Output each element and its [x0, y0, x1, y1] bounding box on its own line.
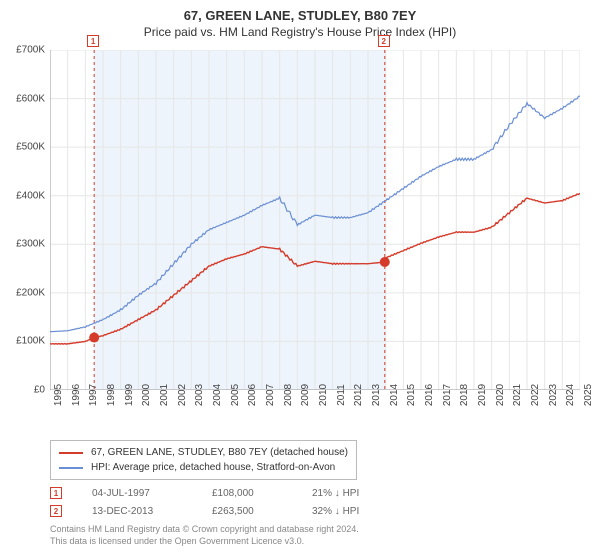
y-axis-label: £600K	[0, 93, 45, 104]
x-axis-label: 2005	[230, 384, 241, 406]
x-axis-label: 2015	[406, 384, 417, 406]
legend-swatch	[59, 452, 83, 454]
x-axis-label: 2025	[583, 384, 594, 406]
sale-marker-box: 1	[87, 35, 99, 47]
x-axis-label: 1998	[106, 384, 117, 406]
y-axis-label: £400K	[0, 190, 45, 201]
x-axis-label: 2021	[512, 384, 523, 406]
x-axis-label: 2016	[424, 384, 435, 406]
sale-vs-hpi: 32% ↓ HPI	[312, 506, 432, 517]
sale-row: 1 04-JUL-1997£108,00021% ↓ HPI	[34, 484, 574, 502]
chart-svg	[50, 50, 580, 390]
legend: 67, GREEN LANE, STUDLEY, B80 7EY (detach…	[50, 440, 357, 480]
sale-index-box: 2	[50, 505, 62, 517]
x-axis-label: 2022	[530, 384, 541, 406]
legend-swatch	[59, 467, 83, 469]
y-axis-label: £0	[0, 385, 45, 396]
x-axis-label: 2003	[194, 384, 205, 406]
x-axis-label: 2014	[389, 384, 400, 406]
x-axis-label: 2024	[565, 384, 576, 406]
license-line-1: Contains HM Land Registry data © Crown c…	[50, 524, 570, 536]
chart-title: 67, GREEN LANE, STUDLEY, B80 7EY	[0, 8, 600, 23]
x-axis-label: 1995	[53, 384, 64, 406]
x-axis-label: 2007	[265, 384, 276, 406]
legend-label: HPI: Average price, detached house, Stra…	[91, 462, 335, 473]
x-axis-label: 1996	[71, 384, 82, 406]
license-line-2: This data is licensed under the Open Gov…	[50, 536, 570, 548]
x-axis-label: 2010	[318, 384, 329, 406]
y-axis-label: £500K	[0, 142, 45, 153]
x-axis-label: 2006	[247, 384, 258, 406]
y-axis-label: £300K	[0, 239, 45, 250]
x-axis-label: 2017	[442, 384, 453, 406]
x-axis-label: 1997	[88, 384, 99, 406]
x-axis-label: 2012	[353, 384, 364, 406]
y-axis-label: £100K	[0, 336, 45, 347]
x-axis-label: 2000	[141, 384, 152, 406]
legend-label: 67, GREEN LANE, STUDLEY, B80 7EY (detach…	[91, 447, 348, 458]
x-axis-label: 2018	[459, 384, 470, 406]
sale-date: 04-JUL-1997	[92, 488, 212, 499]
chart-area: £0£100K£200K£300K£400K£500K£600K£700K199…	[50, 50, 580, 390]
x-axis-label: 2013	[371, 384, 382, 406]
license-text: Contains HM Land Registry data © Crown c…	[50, 524, 570, 547]
sale-index-box: 1	[50, 487, 62, 499]
x-axis-label: 2009	[300, 384, 311, 406]
sales-table: 1 04-JUL-1997£108,00021% ↓ HPI 2 13-DEC-201…	[34, 484, 574, 520]
x-axis-label: 2019	[477, 384, 488, 406]
sale-price: £108,000	[212, 488, 312, 499]
x-axis-label: 2011	[336, 384, 347, 406]
x-axis-label: 2008	[283, 384, 294, 406]
x-axis-label: 2020	[495, 384, 506, 406]
x-axis-label: 2023	[548, 384, 559, 406]
sale-vs-hpi: 21% ↓ HPI	[312, 488, 432, 499]
sale-row: 2 13-DEC-2013£263,50032% ↓ HPI	[34, 502, 574, 520]
sale-marker-box: 2	[378, 35, 390, 47]
x-axis-label: 1999	[124, 384, 135, 406]
x-axis-label: 2002	[177, 384, 188, 406]
y-axis-label: £700K	[0, 45, 45, 56]
y-axis-label: £200K	[0, 287, 45, 298]
legend-item: 67, GREEN LANE, STUDLEY, B80 7EY (detach…	[59, 445, 348, 460]
legend-item: HPI: Average price, detached house, Stra…	[59, 460, 348, 475]
x-axis-label: 2001	[159, 384, 170, 406]
sale-price: £263,500	[212, 506, 312, 517]
x-axis-label: 2004	[212, 384, 223, 406]
sale-date: 13-DEC-2013	[92, 506, 212, 517]
